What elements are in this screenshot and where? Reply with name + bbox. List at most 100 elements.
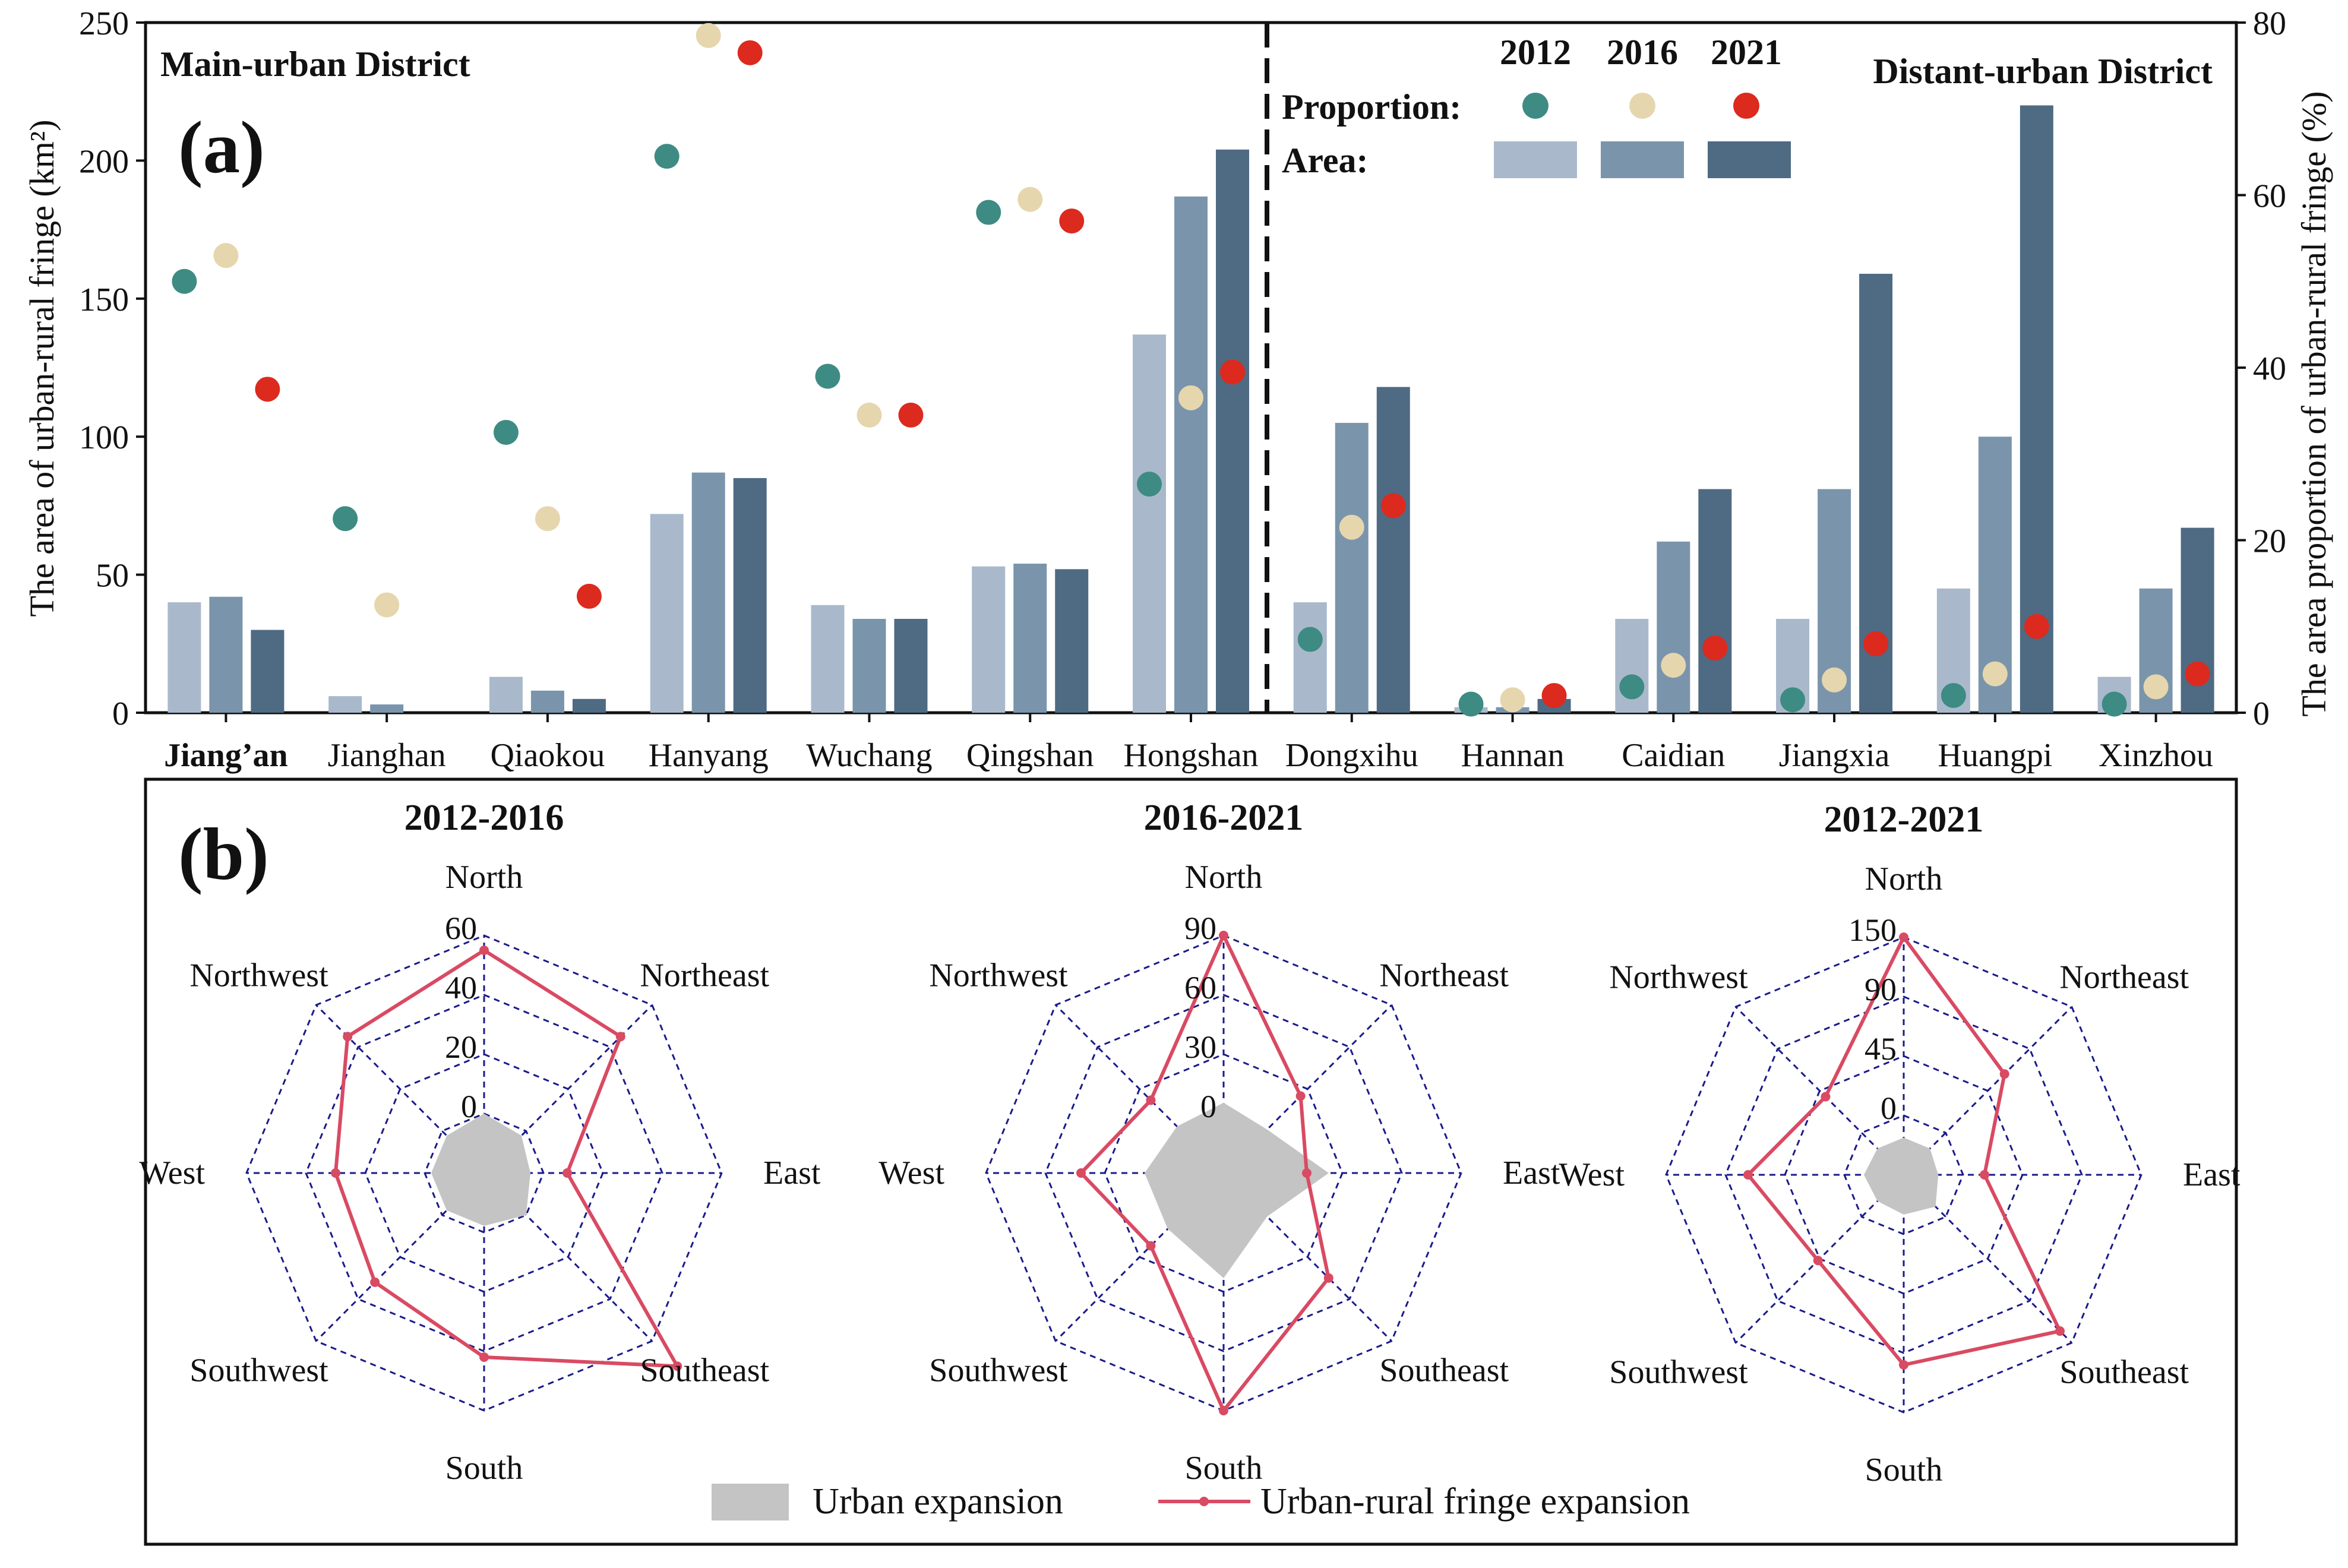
fringe-point [1219,1406,1228,1415]
radar-direction-label: East [2183,1156,2240,1193]
fringe-point [1980,1170,1989,1180]
fringe-point [1076,1168,1086,1178]
dot-Qingshan-2016 [1017,186,1043,212]
fringe-point [1813,1256,1823,1266]
right-axis: 0 20 40 60 80 [2236,5,2286,732]
legend-dot-2016 [1629,93,1655,119]
x-tick-label: Qingshan [966,737,1094,774]
radar-direction-label: South [1185,1450,1263,1487]
dot-Dongxihu-2016 [1339,514,1364,540]
bar-Hongshan-2012 [1133,334,1166,713]
y-left-tick-label: 100 [79,419,129,456]
radar-spoke [315,1004,485,1174]
fringe-point [331,1168,340,1178]
radar-tick-label: 60 [445,911,477,946]
bar-Qiaokou-2012 [489,676,523,713]
radar-tick-label: 45 [1865,1031,1897,1067]
radar-tick-label: 0 [1881,1090,1897,1126]
dot-Qiaokou-2012 [493,419,519,445]
bar-Wuchang-2016 [852,618,886,713]
dot-Caidian-2012 [1619,674,1645,700]
bar-Dongxihu-2021 [1376,387,1410,713]
radar-spoke [1903,1174,2072,1343]
y-left-tick-label: 0 [112,696,129,732]
radar-direction-label: South [1865,1452,1943,1488]
y-left-tick-label: 150 [79,282,129,318]
x-tick-label: Huangpi [1938,737,2052,774]
bar-Huangpi-2021 [2020,105,2053,713]
dot-Caidian-2016 [1661,653,1686,678]
radar-direction-label: Northeast [640,957,769,994]
radar-spoke [1055,1172,1225,1342]
legend-dot-2021 [1733,93,1759,119]
fringe-point [479,946,489,955]
fringe-point [1146,1095,1156,1105]
panel-a-label: (a) [178,107,265,189]
dot-Hongshan-2012 [1137,472,1162,497]
x-tick-label: Wuchang [806,737,932,774]
radar-title: 2012-2016 [404,798,564,838]
dot-Dongxihu-2021 [1380,493,1406,519]
dot-Xinzhou-2012 [2101,691,2127,717]
dot-Qingshan-2021 [1059,208,1085,234]
fringe-point [1899,932,1908,942]
dot-Jianghan-2012 [333,506,358,532]
fringe-point [479,1352,489,1362]
dot-Huangpi-2021 [2024,614,2049,639]
radar-grid-ring [1044,994,1403,1352]
dot-Hanyang-2021 [737,40,763,65]
dot-Jiang’an-2012 [172,268,197,294]
radar-grid-ring [1724,995,2083,1354]
radar-direction-label: Northwest [189,957,328,994]
legend-year-2012: 2012 [1500,33,1571,72]
bar-Wuchang-2021 [894,618,928,713]
legend-bar-2012 [1494,141,1577,178]
radar-direction-label: North [1865,861,1943,897]
radar-direction-label: East [1503,1155,1560,1191]
dot-Hannan-2016 [1500,687,1525,713]
radar-direction-label: North [445,859,523,896]
dot-Jiang’an-2016 [213,243,239,268]
dot-Hongshan-2016 [1178,385,1203,410]
bar-Hanyang-2016 [691,472,725,713]
fringe-point [672,1361,682,1371]
bar-Qingshan-2016 [1013,564,1047,713]
bar-Wuchang-2012 [811,605,845,713]
radar-spoke [1222,1004,1392,1174]
radar-tick-label: 60 [1184,970,1216,1006]
radar-spoke [315,1172,485,1342]
radar-direction-label: West [1559,1156,1625,1193]
bar-Qiaokou-2016 [530,690,564,713]
dot-Huangpi-2016 [1982,661,2008,687]
radar-title: 2016-2021 [1144,798,1304,838]
dot-Hannan-2012 [1458,691,1484,717]
bar-Qingshan-2021 [1055,569,1089,713]
legend-a: 2012 2016 2021 Proportion: Area: [1282,33,1791,180]
dot-Hannan-2021 [1541,682,1567,708]
fringe-point [1295,1091,1306,1101]
bar-Caidian-2016 [1657,541,1690,713]
bar-Qingshan-2012 [972,566,1006,713]
legend-area-label: Area: [1282,141,1369,180]
radar-title: 2012-2021 [1824,799,1984,840]
y-left-tick-label: 200 [79,143,129,180]
dot-Xinzhou-2021 [2185,661,2210,687]
panel-b-frame [144,777,2238,1546]
fringe-point [1219,931,1228,940]
dot-Hanyang-2012 [654,144,680,169]
dot-Jiangxia-2021 [1863,631,1889,656]
radar-chart-2016-2021: 2016-2021 0 30 60 90 North Northeast East Southe… [878,798,1560,1487]
fringe-point [615,1032,625,1042]
dot-Wuchang-2012 [815,363,840,389]
bar-Hanyang-2021 [733,478,767,713]
radar-direction-label: Southeast [1379,1352,1509,1389]
dot-Caidian-2021 [1702,636,1728,661]
radar-direction-label: Northwest [1609,959,1748,996]
fringe-point [1821,1092,1831,1102]
legend-fringe-marker [1199,1497,1209,1506]
legend-fringe-label: Urban-rural fringe expansion [1260,1481,1690,1522]
radar-direction-label: West [139,1155,205,1191]
radar-direction-label: Northeast [1379,957,1509,994]
y-right-tick-label: 80 [2253,5,2286,42]
